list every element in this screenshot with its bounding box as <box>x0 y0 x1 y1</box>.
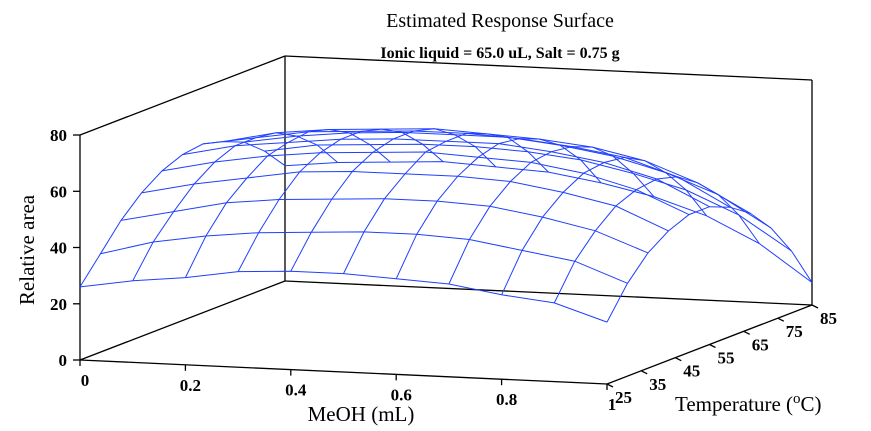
z-tick-label-80: 80 <box>50 126 67 145</box>
y-axis-title-end: C) <box>801 392 822 416</box>
y-tick-label-85: 85 <box>820 309 837 328</box>
z-axis-title: Relative area <box>15 194 39 305</box>
mesh-line-meoh-1 <box>606 206 813 323</box>
mesh-line-meoh-0.6 <box>395 138 602 280</box>
box-edge-top-left <box>79 55 286 136</box>
y-tick-mark-75 <box>777 317 785 322</box>
x-axis-ticks: 0 0.2 0.4 0.6 0.8 1 <box>79 360 617 414</box>
surface-mesh <box>79 128 813 323</box>
y-tick-mark-45 <box>675 357 682 362</box>
mesh-line-meoh-0.8 <box>501 156 707 296</box>
x-tick-label-0.8: 0.8 <box>496 390 517 409</box>
mesh-line-meoh-0.7 <box>448 146 655 285</box>
box-edge-floor-back <box>284 280 813 306</box>
z-tick-label-0: 0 <box>59 351 68 370</box>
y-tick-mark-55 <box>709 343 716 349</box>
mesh-line-meoh-0 <box>79 141 286 288</box>
mesh-line-temp-85 <box>284 161 813 283</box>
y-axis-title: Temperature (oC) <box>675 391 822 416</box>
x-tick-label-0.6: 0.6 <box>391 385 412 404</box>
z-tick-label-60: 60 <box>50 182 67 201</box>
mesh-line-meoh-0.1 <box>132 132 339 282</box>
y-axis-title-sup: o <box>793 391 801 407</box>
y-tick-label-75: 75 <box>786 322 803 341</box>
y-tick-mark-65 <box>743 330 750 335</box>
mesh-line-meoh-0.5 <box>343 132 549 274</box>
x-tick-label-0.4: 0.4 <box>285 381 307 400</box>
mesh-line-temp-25 <box>79 270 608 323</box>
mesh-line-meoh-0.2 <box>184 128 391 278</box>
box-edge-floor-front <box>79 359 608 385</box>
y-tick-mark-25 <box>606 383 614 388</box>
chart-subtitle: Ionic liquid = 65.0 uL, Salt = 0.75 g <box>380 45 619 62</box>
x-tick-label-0.2: 0.2 <box>180 376 201 395</box>
chart-title: Estimated Response Surface <box>386 10 614 32</box>
y-tick-mark-85 <box>811 304 819 309</box>
y-tick-label-35: 35 <box>649 375 666 394</box>
mesh-line-temp-37 <box>120 198 649 254</box>
x-tick-label-0: 0 <box>81 371 90 390</box>
z-tick-label-40: 40 <box>50 239 67 258</box>
mesh-line-meoh-0.9 <box>553 176 760 304</box>
y-tick-label-25: 25 <box>615 388 632 407</box>
y-axis-ticks: 25 35 45 55 65 75 85 <box>606 304 837 407</box>
z-axis-ticks: 0 20 40 60 80 <box>50 126 80 370</box>
z-tick-label-20: 20 <box>50 295 67 314</box>
mesh-line-meoh-0.4 <box>290 128 497 272</box>
y-tick-label-45: 45 <box>683 362 700 381</box>
x-axis-title: MeOH (mL) <box>308 402 415 426</box>
box-edge-floor-left <box>79 280 286 361</box>
y-axis-title-main: Temperature ( <box>675 392 793 416</box>
y-tick-mark-35 <box>640 370 648 375</box>
plot-box-front <box>79 304 813 385</box>
mesh-line-meoh-0.3 <box>237 128 444 272</box>
plot-box-back <box>79 55 813 361</box>
box-edge-top-back <box>284 55 813 81</box>
y-tick-label-55: 55 <box>718 349 735 368</box>
x-tick-label-1: 1 <box>608 395 617 414</box>
y-tick-label-65: 65 <box>752 335 769 354</box>
